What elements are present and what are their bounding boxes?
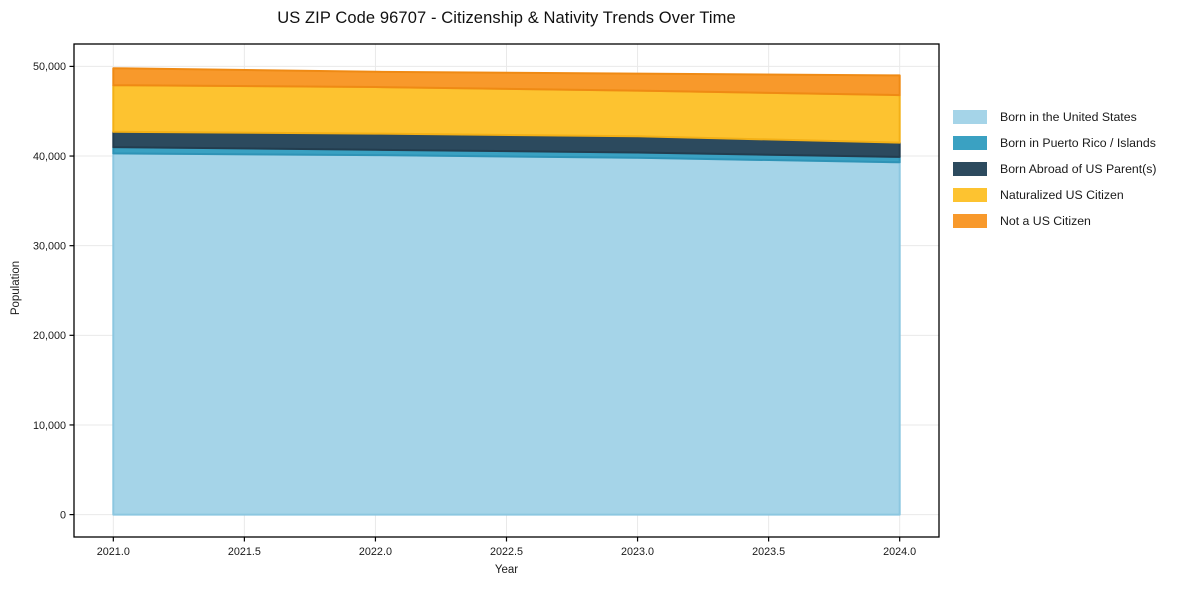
legend-item-naturalized: Naturalized US Citizen	[953, 182, 1157, 208]
y-tick-label: 40,000	[33, 151, 66, 163]
y-axis-label: Population	[10, 260, 22, 316]
legend-label: Born Abroad of US Parent(s)	[1000, 162, 1157, 176]
legend-swatch-naturalized	[953, 188, 987, 202]
legend-item-not-citizen: Not a US Citizen	[953, 208, 1157, 234]
stacked-areas	[112, 67, 901, 516]
x-tick-label: 2022.0	[359, 546, 392, 558]
legend-item-born-us: Born in the United States	[953, 104, 1157, 130]
area-series-4	[112, 67, 901, 97]
legend-swatch-born-abroad	[953, 162, 987, 176]
x-axis-label: Year	[494, 564, 519, 576]
y-tick-label: 10,000	[33, 420, 66, 432]
legend: Born in the United States Born in Puerto…	[953, 104, 1157, 234]
axis-ticks: 2021.0 2021.5 2022.0 2022.5 2023.0 2023.5 2024…	[33, 61, 916, 558]
legend-item-born-abroad: Born Abroad of US Parent(s)	[953, 156, 1157, 182]
y-tick-label: 50,000	[33, 61, 66, 73]
legend-swatch-puerto-rico	[953, 136, 987, 150]
legend-swatch-not-citizen	[953, 214, 987, 228]
legend-label: Naturalized US Citizen	[1000, 188, 1124, 202]
x-tick-label: 2023.5	[752, 546, 785, 558]
plot-frame	[73, 43, 940, 538]
legend-label: Born in the United States	[1000, 110, 1137, 124]
chart-title: US ZIP Code 96707 - Citizenship & Nativi…	[277, 9, 736, 27]
x-tick-label: 2021.5	[228, 546, 261, 558]
x-tick-label: 2023.0	[621, 546, 654, 558]
x-tick-label: 2022.5	[490, 546, 523, 558]
legend-label: Not a US Citizen	[1000, 214, 1091, 228]
legend-label: Born in Puerto Rico / Islands	[1000, 136, 1156, 150]
legend-item-puerto-rico: Born in Puerto Rico / Islands	[953, 130, 1157, 156]
y-tick-label: 0	[60, 509, 66, 521]
area-series-0	[112, 152, 901, 516]
legend-swatch-born-us	[953, 110, 987, 124]
x-tick-label: 2024.0	[883, 546, 916, 558]
y-tick-label: 20,000	[33, 330, 66, 342]
y-tick-label: 30,000	[33, 240, 66, 252]
x-tick-label: 2021.0	[97, 546, 130, 558]
